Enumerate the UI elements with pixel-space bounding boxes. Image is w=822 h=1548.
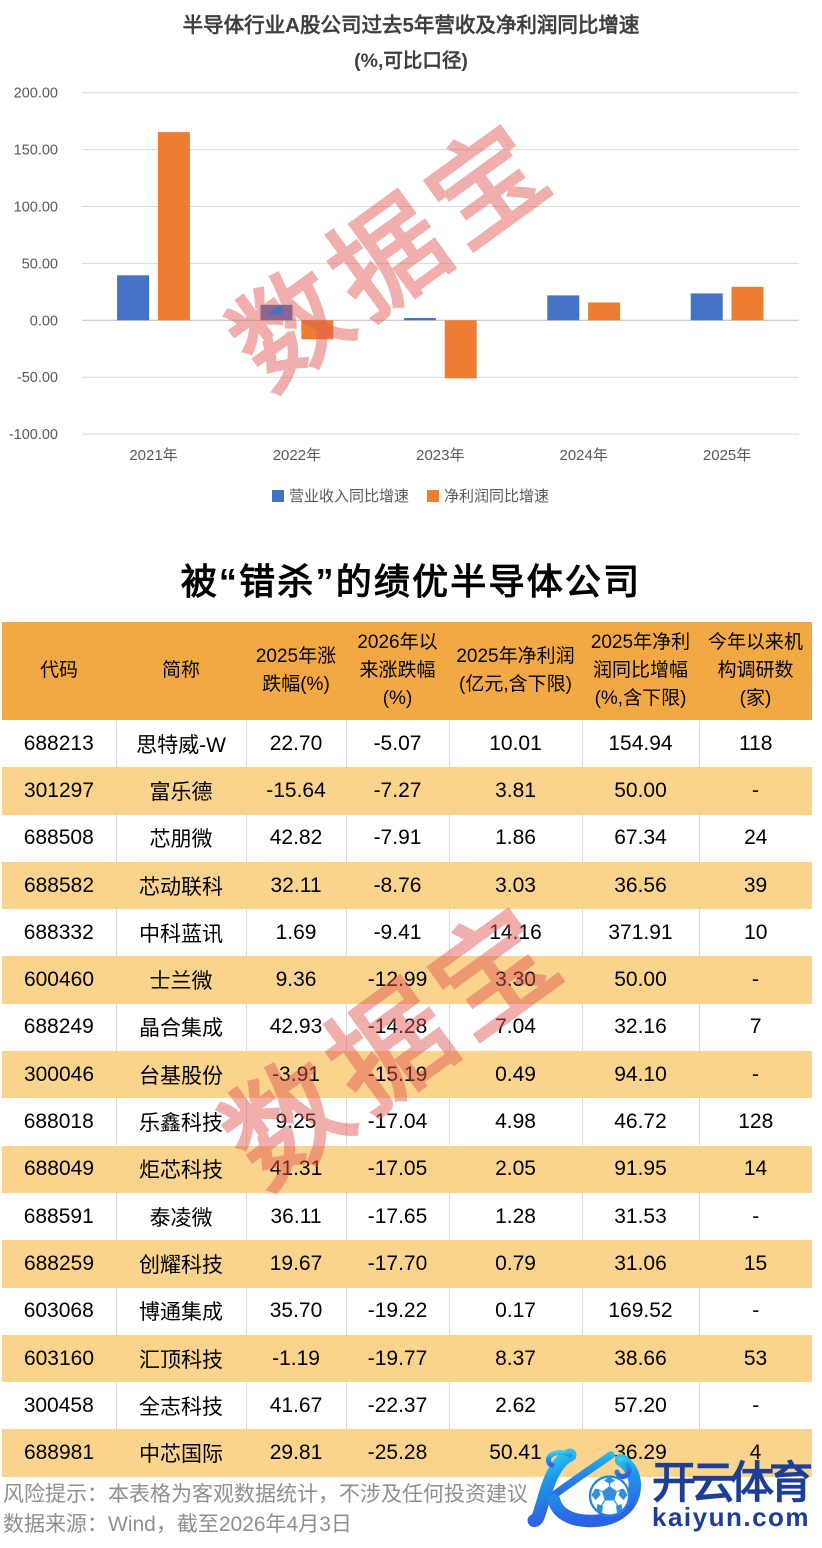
svg-text:100.00: 100.00 [14, 200, 58, 216]
svg-text:净利润同比增速: 净利润同比增速 [444, 488, 549, 505]
svg-text:开云体育: 开云体育 [652, 1459, 812, 1508]
svg-text:2022年: 2022年 [273, 447, 321, 464]
svg-text:2023年: 2023年 [416, 447, 464, 464]
svg-text:营业收入同比增速: 营业收入同比增速 [289, 488, 409, 505]
svg-text:150.00: 150.00 [14, 143, 58, 159]
svg-text:200.00: 200.00 [14, 86, 58, 102]
svg-text:2024年: 2024年 [560, 447, 608, 464]
svg-text:kaiyun.com: kaiyun.com [652, 1502, 810, 1532]
svg-text:-100.00: -100.00 [9, 427, 58, 443]
svg-text:2025年: 2025年 [703, 447, 751, 464]
svg-text:50.00: 50.00 [22, 256, 58, 272]
svg-text:0.00: 0.00 [30, 313, 58, 329]
svg-text:-50.00: -50.00 [17, 370, 58, 386]
svg-text:2021年: 2021年 [129, 447, 177, 464]
